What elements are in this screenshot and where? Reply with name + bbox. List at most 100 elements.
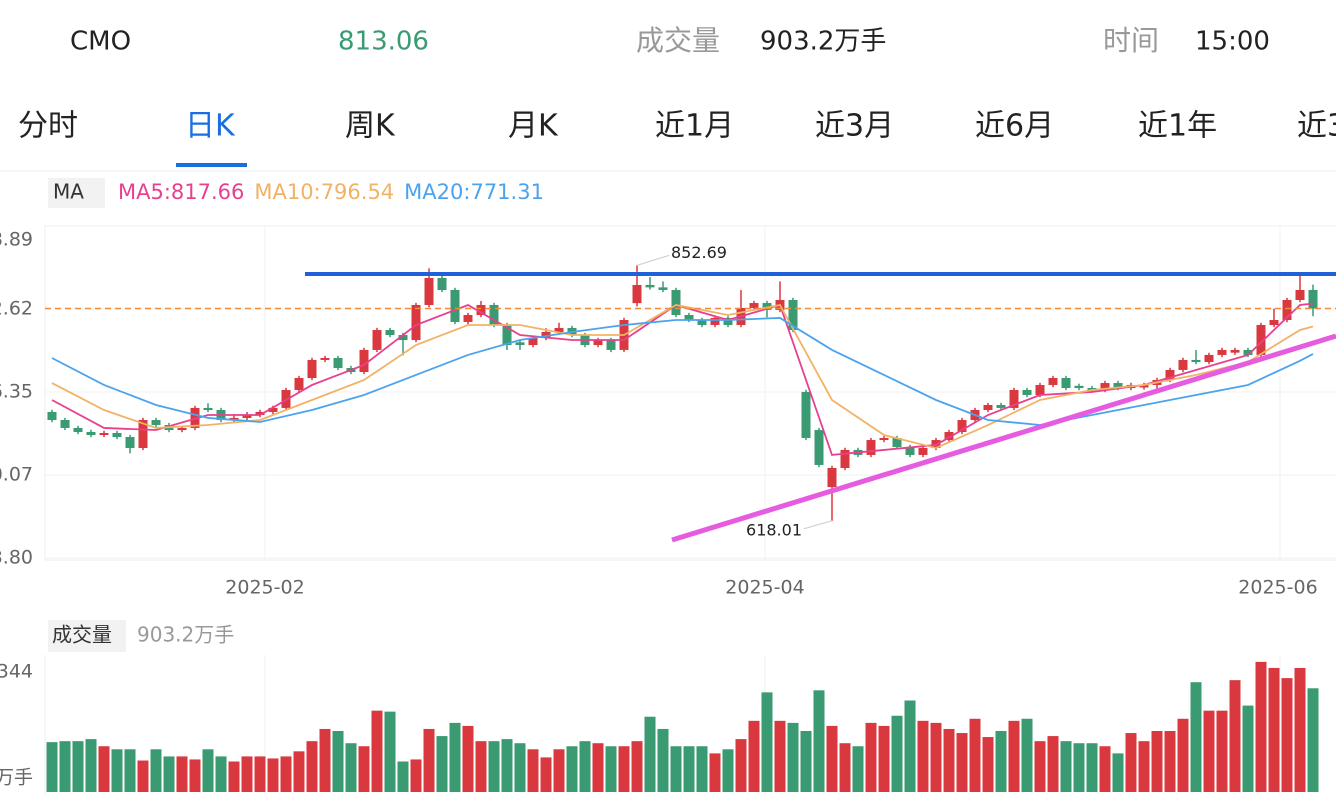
candle-body <box>489 304 499 326</box>
candle-body <box>73 427 83 432</box>
candle-body <box>502 325 512 346</box>
candle-body <box>1139 384 1149 388</box>
volume-bar <box>774 720 786 792</box>
volume-bar <box>800 730 812 792</box>
candle-body <box>801 391 811 438</box>
candle-body <box>47 411 57 421</box>
volume-bar <box>1034 741 1046 792</box>
candle-body <box>255 411 265 416</box>
volume-bar <box>332 730 344 792</box>
volume-bar <box>319 728 331 792</box>
volume-value: 903.2万手 <box>760 27 886 57</box>
volume-bar <box>657 728 669 792</box>
volume-bar <box>293 751 305 792</box>
legend-title: MA <box>53 180 84 204</box>
tab[interactable]: 近3年 <box>1297 109 1336 144</box>
tab[interactable]: 近1月 <box>655 109 734 144</box>
candle-body <box>372 330 382 350</box>
candle-body <box>125 436 135 448</box>
volume-bar <box>618 746 630 792</box>
volume-bar <box>280 756 292 792</box>
candle-body <box>333 357 343 368</box>
volume-bar <box>943 728 955 792</box>
candle-body <box>1204 354 1214 363</box>
candle-body <box>1087 388 1097 390</box>
volume-bar <box>956 733 968 792</box>
tab[interactable]: 月K <box>508 109 559 144</box>
tab[interactable]: 近6月 <box>975 109 1054 144</box>
volume-bar <box>553 749 565 792</box>
tab-bar: 分时 日K 周K 月K 近1月 近3月 近6月 近1年 近3年 <box>18 109 1336 167</box>
volume-bar <box>644 716 656 792</box>
candle-body <box>411 304 421 341</box>
volume-subtitle: 903.2万手 <box>137 623 234 647</box>
candle-body <box>606 340 616 350</box>
candle-body <box>840 449 850 469</box>
candle-body <box>632 284 642 304</box>
candle-body <box>1100 383 1110 390</box>
volume-bar <box>202 749 214 792</box>
candle-body <box>1230 349 1240 353</box>
x-tick-label: 2025-02 <box>225 577 304 599</box>
candle-body <box>593 340 603 346</box>
candle-body <box>1074 385 1084 389</box>
volume-bar <box>59 741 71 792</box>
candle-body <box>398 335 408 341</box>
candle-body <box>268 407 278 412</box>
volume-bar <box>1099 746 1111 792</box>
volume-bar <box>345 743 357 792</box>
volume-bar <box>826 725 838 792</box>
volume-bar <box>735 739 747 792</box>
volume-bar <box>215 756 227 792</box>
volume-bar <box>852 746 864 792</box>
y-tick-label: 583.80 <box>0 547 33 569</box>
volume-bar <box>150 749 162 792</box>
tab[interactable]: 周K <box>345 109 396 144</box>
candle-body <box>1308 289 1318 309</box>
volume-bar <box>462 725 474 792</box>
volume-bar <box>1112 753 1124 792</box>
symbol: CMO <box>70 27 131 57</box>
volume-bar <box>1268 667 1280 792</box>
volume-bar <box>605 746 617 792</box>
volume-bar <box>1060 741 1072 792</box>
tab[interactable]: 近1年 <box>1138 109 1217 144</box>
volume-bar <box>46 742 58 792</box>
volume-bar <box>878 725 890 792</box>
volume-bar <box>566 746 578 792</box>
legend-entry: MA5:817.66 <box>118 180 244 204</box>
volume-bar <box>722 749 734 792</box>
candle-body <box>1217 349 1227 355</box>
volume-label: 成交量 <box>636 24 720 57</box>
candle-body <box>294 378 304 390</box>
candle-body <box>1243 349 1253 355</box>
legend-box <box>48 178 105 208</box>
volume-bar <box>1047 736 1059 792</box>
volume-bar <box>1229 680 1241 792</box>
price: 813.06 <box>338 27 429 57</box>
candle-body <box>762 303 772 310</box>
candle-body <box>242 415 252 418</box>
volume-bar <box>540 757 552 792</box>
leader-line <box>803 520 833 530</box>
volume-bar <box>1177 718 1189 792</box>
candle-body <box>424 278 434 305</box>
tab[interactable]: 日K <box>185 109 236 144</box>
candle-body <box>723 317 733 326</box>
volume-bar <box>1138 741 1150 792</box>
candle-body <box>879 437 889 441</box>
volume-bar <box>371 710 383 792</box>
volume-bar <box>501 739 513 792</box>
candle-body <box>307 359 317 379</box>
candle-body <box>905 447 915 455</box>
leader-line <box>636 254 670 266</box>
candle-body <box>1269 320 1279 326</box>
volume-bar <box>917 720 929 792</box>
tab[interactable]: 分时 <box>18 109 78 144</box>
volume-bar <box>787 722 799 792</box>
tab[interactable]: 近3月 <box>815 109 894 144</box>
volume-bar <box>449 722 461 792</box>
volume-bar <box>306 741 318 792</box>
